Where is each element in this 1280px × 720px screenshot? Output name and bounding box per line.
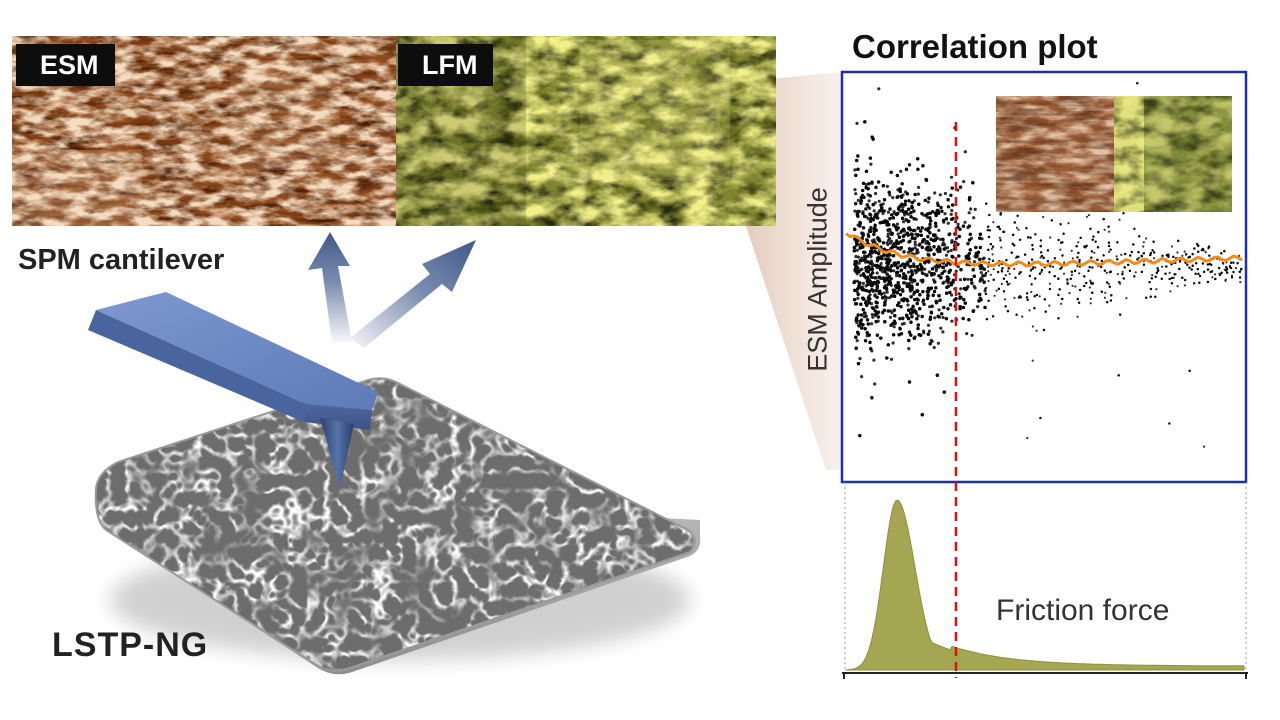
cantilever-label: SPM cantilever [18, 244, 225, 276]
arrow-diagonal-icon [350, 240, 476, 348]
scatter-cloud [852, 82, 1243, 448]
correlation-plot-ylabel: ESM Amplitude [802, 187, 833, 372]
friction-histogram [842, 482, 1248, 679]
inset-esm-image [996, 96, 1114, 212]
inset-lfm-image [1114, 96, 1232, 212]
signal-arrows [308, 232, 476, 348]
histogram-area [845, 499, 1245, 671]
sample-label: LSTP-NG [52, 626, 209, 664]
correlation-plot [840, 70, 1248, 484]
esm-image-label: ESM [16, 44, 115, 86]
trend-line [845, 232, 1243, 268]
histogram-label: Friction force [996, 594, 1170, 627]
cantilever-tip [320, 418, 354, 488]
correlation-plot-title: Correlation plot [852, 28, 1098, 65]
lfm-image-label: LFM [398, 44, 494, 86]
plot-frame [840, 70, 1248, 484]
arrow-up-icon [308, 232, 352, 342]
spm-cantilever [88, 292, 378, 488]
